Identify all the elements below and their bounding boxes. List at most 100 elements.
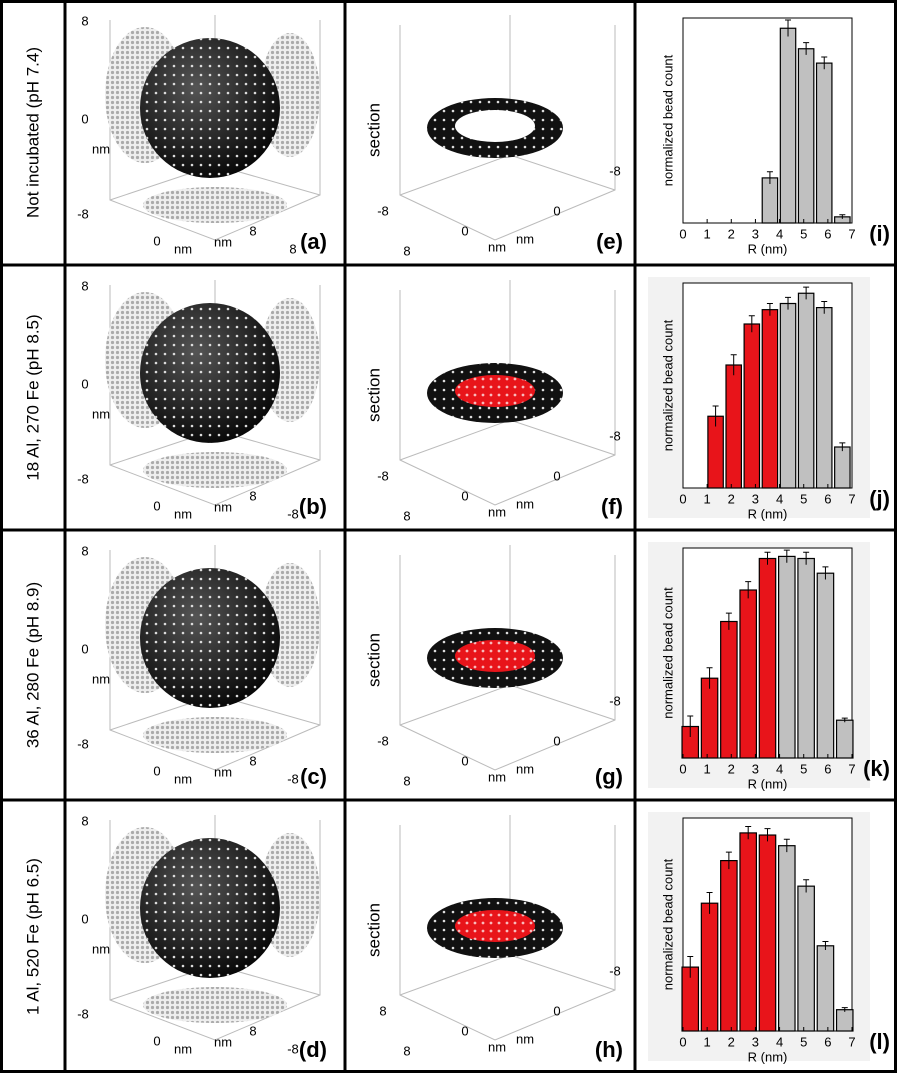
structure-beads: [140, 38, 280, 178]
structure-beads: [140, 838, 280, 978]
error-bar: [706, 667, 713, 689]
y-axis-label: normalized bead count: [660, 587, 675, 719]
bar: [725, 364, 742, 489]
bar: [816, 572, 835, 759]
error-bar: [785, 19, 792, 37]
x-tick-label: 3: [752, 226, 759, 241]
axis-label-3d: nm: [214, 234, 232, 249]
x-tick-label: 6: [824, 1034, 831, 1049]
error-bar: [764, 828, 771, 842]
axis-label-3d: nm: [516, 1031, 534, 1046]
axis-label-3d: 0: [461, 753, 468, 768]
bar: [835, 1009, 854, 1032]
bar: [778, 845, 796, 1032]
section-axis-label: section: [364, 368, 383, 422]
panel-letter: (a): [300, 229, 327, 254]
x-tick-label: 4: [776, 1034, 783, 1049]
axis-label-3d: 8: [403, 508, 410, 523]
bar: [758, 834, 777, 1032]
bar: [739, 589, 757, 759]
x-tick-label: 7: [848, 761, 855, 776]
axis-label-3d: 0: [153, 498, 160, 513]
structure-plot: [105, 815, 321, 1041]
axis-label-3d: -8: [77, 471, 89, 486]
section-plot: [399, 545, 616, 771]
error-bar: [841, 1007, 848, 1012]
axis-label-3d: nm: [488, 504, 506, 519]
axis-label-3d: nm: [488, 769, 506, 784]
x-tick-label: 3: [752, 761, 759, 776]
axis-label-3d: -8: [287, 771, 299, 786]
bar: [700, 902, 719, 1032]
error-bar: [748, 315, 755, 333]
x-tick-label: 6: [824, 226, 831, 241]
x-axis-label: R (nm): [748, 1049, 788, 1064]
axis-label-3d: 8: [403, 243, 410, 258]
bar: [720, 859, 738, 1032]
error-bar: [730, 354, 737, 376]
bar: [797, 557, 815, 759]
axis-label-3d: 8: [289, 241, 296, 256]
error-bar: [687, 955, 694, 978]
section-axis-label: section: [364, 633, 383, 687]
x-tick-label: 5: [800, 761, 807, 776]
axis-label-3d: -8: [287, 1041, 299, 1056]
error-bar: [725, 612, 732, 630]
panel-letter: (k): [863, 756, 890, 781]
x-tick-label: 5: [800, 491, 807, 506]
axis-label-3d: 8: [249, 488, 256, 503]
axis-label-3d: 8: [249, 753, 256, 768]
structure-beads: [140, 568, 280, 708]
error-bar: [822, 566, 829, 580]
error-bar: [803, 286, 810, 300]
section-core-beads: [455, 640, 535, 672]
error-bar: [839, 442, 846, 452]
axis-label-3d: 0: [553, 203, 560, 218]
bar: [815, 62, 833, 224]
error-bar: [766, 303, 773, 316]
x-tick-label: 2: [728, 491, 735, 506]
y-axis-label: normalized bead count: [660, 319, 675, 451]
row-label: 1 Al, 520 Fe (pH 6.5): [23, 858, 42, 1015]
x-tick-label: 4: [776, 226, 783, 241]
axis-label-3d: 0: [153, 233, 160, 248]
axis-label-3d: 8: [81, 543, 88, 558]
axis-label-3d: nm: [174, 771, 192, 786]
axis-label-3d: 0: [461, 1023, 468, 1038]
axis-label-3d: 8: [403, 1043, 410, 1058]
axis-label-3d: 8: [249, 1023, 256, 1038]
y-axis-label: normalized bead count: [660, 54, 675, 186]
axis-label-3d: 0: [461, 488, 468, 503]
axis-label-3d: nm: [214, 1034, 232, 1049]
axis-label-3d: nm: [92, 671, 110, 686]
axis-label-3d: 8: [249, 223, 256, 238]
bar: [835, 719, 854, 759]
x-axis-label: R (nm): [748, 506, 788, 521]
x-tick-label: 6: [824, 491, 831, 506]
axis-label-3d: 8: [403, 773, 410, 788]
axis-label-3d: -8: [609, 963, 621, 978]
x-tick-label: 2: [728, 226, 735, 241]
error-bar: [706, 892, 713, 914]
bar: [779, 302, 797, 489]
bar: [797, 48, 815, 224]
axis-label-3d: -8: [77, 1006, 89, 1021]
axis-label-3d: 0: [153, 1033, 160, 1048]
axis-label-3d: 0: [553, 468, 560, 483]
section-axis-label: section: [364, 903, 383, 957]
bar: [816, 945, 835, 1032]
axis-label-3d: -8: [377, 203, 389, 218]
error-bar: [841, 717, 848, 723]
axis-label-3d: nm: [214, 764, 232, 779]
axis-label-3d: -8: [77, 206, 89, 221]
axis-label-3d: 0: [553, 733, 560, 748]
x-tick-label: 5: [800, 1034, 807, 1049]
x-axis-label: R (nm): [748, 241, 788, 256]
axis-label-3d: -8: [609, 163, 621, 178]
axis-label-3d: nm: [488, 1039, 506, 1054]
axis-label-3d: nm: [516, 231, 534, 246]
bar: [720, 620, 738, 759]
error-bar: [687, 715, 694, 737]
axis-label-3d: -8: [609, 693, 621, 708]
error-bar: [745, 581, 752, 599]
